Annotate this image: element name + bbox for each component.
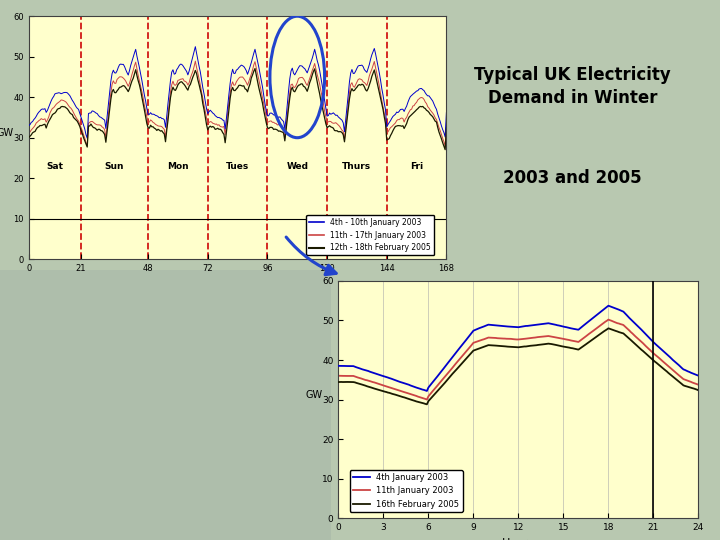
Text: Fri: Fri (410, 161, 423, 171)
Text: Tues: Tues (226, 161, 249, 171)
Text: Mon: Mon (167, 161, 189, 171)
Y-axis label: GW: GW (0, 127, 14, 138)
Legend: 4th January 2003, 11th January 2003, 16th February 2005: 4th January 2003, 11th January 2003, 16t… (350, 470, 463, 512)
X-axis label: Hours: Hours (502, 538, 535, 540)
Text: 2003 and 2005: 2003 and 2005 (503, 169, 642, 187)
Legend: 4th - 10th January 2003, 11th - 17th January 2003, 12th - 18th February 2005: 4th - 10th January 2003, 11th - 17th Jan… (306, 214, 434, 255)
Y-axis label: GW: GW (305, 389, 323, 400)
Text: Thurs: Thurs (342, 161, 372, 171)
Text: Wed: Wed (287, 161, 308, 171)
Text: Sat: Sat (46, 161, 63, 171)
Text: Sun: Sun (105, 161, 125, 171)
Text: Typical UK Electricity
Demand in Winter: Typical UK Electricity Demand in Winter (474, 66, 671, 106)
